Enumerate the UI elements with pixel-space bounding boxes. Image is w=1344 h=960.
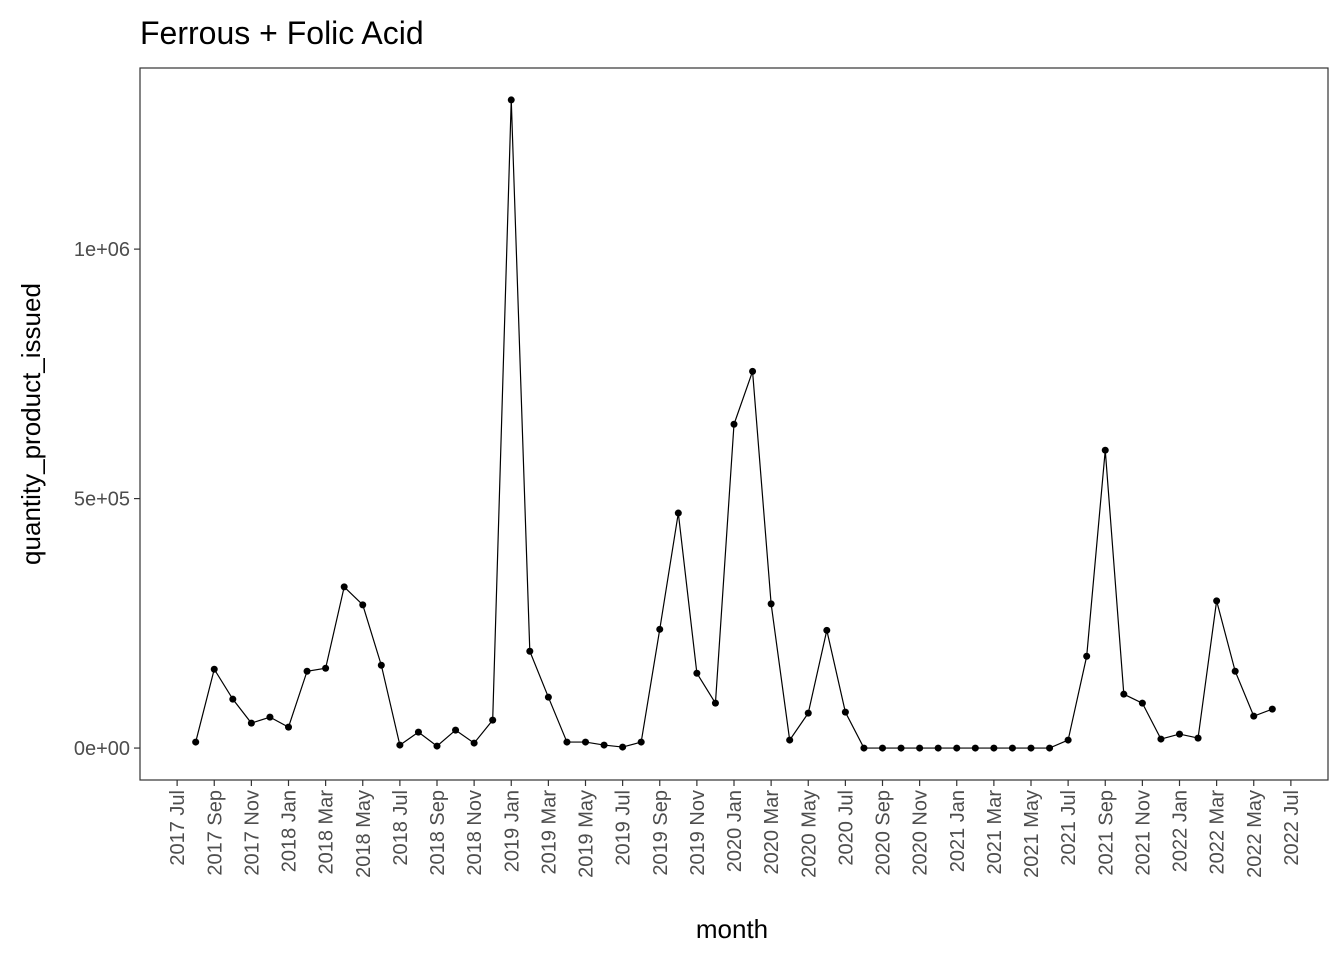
data-point	[359, 601, 367, 609]
x-tick-label: 2022 Jul	[1281, 790, 1303, 866]
data-point	[841, 708, 849, 716]
data-point	[693, 669, 701, 677]
data-point	[544, 693, 552, 701]
data-point	[414, 728, 422, 736]
data-point	[767, 600, 775, 608]
x-tick-label: 2019 Nov	[687, 790, 709, 876]
x-tick-label: 2021 May	[1021, 790, 1043, 878]
data-point	[953, 744, 961, 752]
data-point	[1268, 705, 1276, 713]
data-point	[322, 664, 330, 672]
x-tick-label: 2021 Sep	[1095, 790, 1117, 876]
x-tick-label: 2022 Jan	[1170, 790, 1192, 872]
data-point	[192, 738, 200, 746]
data-point	[786, 736, 794, 744]
data-point	[285, 723, 292, 731]
data-point	[1250, 712, 1258, 720]
data-point	[340, 583, 348, 591]
data-point	[823, 626, 831, 634]
data-point	[1046, 744, 1054, 752]
data-point	[526, 647, 534, 655]
x-tick-label: 2020 Mar	[761, 790, 783, 875]
data-point	[1101, 446, 1109, 454]
x-tick-label: 2018 Jul	[390, 790, 412, 866]
x-tick-label: 2022 Mar	[1207, 790, 1229, 875]
x-tick-label: 2017 Nov	[241, 790, 263, 876]
x-tick-label: 2018 Mar	[316, 790, 338, 875]
data-point	[396, 741, 404, 749]
x-tick-label: 2021 Jul	[1058, 790, 1080, 866]
data-point	[582, 738, 589, 746]
data-point	[433, 742, 441, 750]
x-tick-label: 2019 Jan	[501, 790, 523, 872]
x-tick-label: 2019 May	[576, 790, 598, 878]
y-tick-label: 0e+00	[74, 738, 130, 760]
data-point	[470, 739, 478, 747]
x-tick-label: 2018 Jan	[279, 790, 301, 872]
x-tick-label: 2022 May	[1244, 790, 1266, 878]
x-tick-label: 2019 Mar	[538, 790, 560, 875]
x-tick-label: 2018 Nov	[464, 790, 486, 876]
x-tick-label: 2020 Jul	[835, 790, 857, 866]
data-point	[303, 667, 311, 675]
data-point	[377, 661, 385, 669]
x-tick-label: 2019 Sep	[650, 790, 672, 876]
x-tick-label: 2020 Sep	[873, 790, 895, 876]
x-tick-label: 2020 Nov	[910, 790, 932, 876]
data-point	[507, 96, 515, 104]
data-point	[1064, 736, 1072, 744]
data-point	[1194, 734, 1202, 742]
data-point	[971, 744, 979, 752]
data-point	[229, 695, 237, 703]
data-point	[637, 738, 645, 746]
x-axis-label: month	[696, 914, 768, 944]
data-point	[804, 709, 812, 717]
data-point	[1231, 667, 1239, 675]
x-tick-label: 2018 Sep	[427, 790, 449, 876]
data-point	[1027, 744, 1035, 752]
data-point	[730, 420, 738, 428]
data-point	[1213, 597, 1221, 605]
data-point	[600, 741, 608, 749]
data-point	[452, 726, 460, 734]
data-point	[563, 738, 571, 746]
data-point	[656, 625, 664, 633]
x-tick-label: 2020 Jan	[724, 790, 746, 872]
x-tick-label: 2018 May	[353, 790, 375, 878]
data-point	[990, 744, 998, 752]
data-point	[674, 509, 682, 517]
data-point	[934, 744, 942, 752]
x-tick-label: 2017 Jul	[167, 790, 189, 866]
x-tick-label: 2020 May	[798, 790, 820, 878]
data-point	[916, 744, 924, 752]
x-tick-label: 2021 Jan	[947, 790, 969, 872]
data-point	[1008, 744, 1016, 752]
data-point	[619, 743, 627, 751]
data-point	[1138, 699, 1146, 707]
data-point	[489, 716, 497, 724]
data-point	[1176, 730, 1183, 738]
data-point	[749, 367, 757, 375]
data-point	[1157, 735, 1165, 743]
chart-title: Ferrous + Folic Acid	[140, 15, 424, 51]
data-point	[210, 665, 218, 673]
y-axis-label: quantity_product_issued	[16, 283, 46, 565]
x-tick-label: 2019 Jul	[613, 790, 635, 866]
data-point	[860, 744, 868, 752]
x-tick-label: 2021 Mar	[984, 790, 1006, 875]
x-tick-label: 2021 Nov	[1132, 790, 1154, 876]
data-point	[897, 744, 905, 752]
data-point	[247, 719, 255, 727]
x-tick-label: 2017 Sep	[204, 790, 226, 876]
data-point	[266, 713, 274, 721]
y-tick-label: 5e+05	[74, 489, 130, 511]
data-point	[879, 744, 886, 752]
data-point	[711, 699, 719, 707]
data-point	[1083, 652, 1091, 660]
data-point	[1120, 690, 1128, 698]
y-tick-label: 1e+06	[74, 239, 130, 261]
